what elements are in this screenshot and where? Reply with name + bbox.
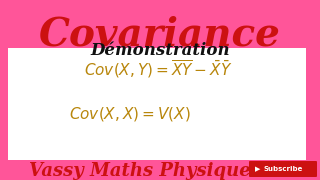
FancyBboxPatch shape: [8, 48, 306, 160]
Text: $Cov(X,X) = V(X)$: $Cov(X,X) = V(X)$: [69, 105, 191, 123]
Text: Covariance: Covariance: [39, 15, 281, 53]
Text: ▶: ▶: [255, 166, 260, 172]
FancyBboxPatch shape: [249, 161, 317, 177]
Text: $Cov(X,Y) = \overline{XY} - \bar{X}\bar{Y}$: $Cov(X,Y) = \overline{XY} - \bar{X}\bar{…: [84, 58, 232, 80]
Text: Démonstration: Démonstration: [90, 42, 230, 59]
Text: Vassy Maths Physique: Vassy Maths Physique: [29, 162, 251, 180]
Text: Subscribe: Subscribe: [263, 166, 302, 172]
